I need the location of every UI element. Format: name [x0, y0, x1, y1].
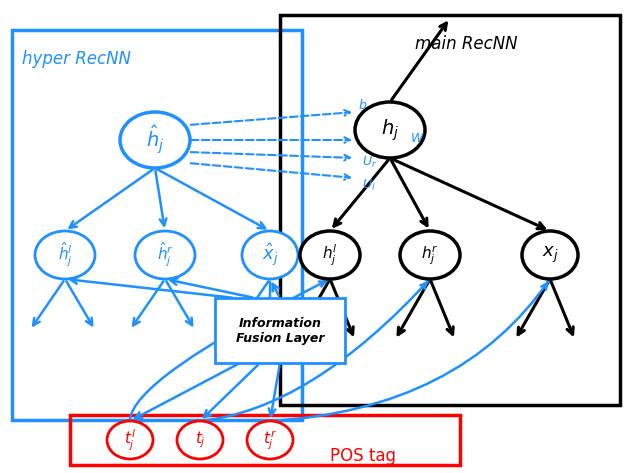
Text: $t_j$: $t_j$: [195, 429, 205, 450]
Ellipse shape: [242, 231, 298, 279]
Text: $\hat{h}_j$: $\hat{h}_j$: [146, 124, 164, 156]
Text: $\hat{h}_j^r$: $\hat{h}_j^r$: [157, 241, 173, 269]
Ellipse shape: [355, 102, 425, 158]
Bar: [280, 15, 620, 405]
Ellipse shape: [247, 421, 293, 459]
Text: $t_j^l$: $t_j^l$: [124, 428, 136, 453]
Text: $b$: $b$: [358, 98, 367, 112]
Text: $x_j$: $x_j$: [541, 245, 558, 265]
Bar: [70, 415, 460, 465]
Ellipse shape: [107, 421, 153, 459]
Text: $h_j$: $h_j$: [381, 117, 399, 143]
Text: $U_r$: $U_r$: [362, 155, 377, 169]
Ellipse shape: [522, 231, 578, 279]
Text: hyper RecNN: hyper RecNN: [22, 50, 131, 68]
Text: main RecNN: main RecNN: [415, 35, 518, 53]
Text: $W$: $W$: [410, 131, 425, 144]
Ellipse shape: [35, 231, 95, 279]
Text: $h_j^l$: $h_j^l$: [322, 243, 338, 268]
Ellipse shape: [300, 231, 360, 279]
Ellipse shape: [177, 421, 223, 459]
Text: POS tag: POS tag: [330, 447, 396, 465]
Bar: [12, 30, 302, 420]
Bar: [215, 298, 345, 363]
Ellipse shape: [120, 112, 190, 168]
Text: $\hat{x}_j$: $\hat{x}_j$: [262, 242, 278, 269]
Text: $h_j^r$: $h_j^r$: [421, 243, 439, 267]
Ellipse shape: [135, 231, 195, 279]
Ellipse shape: [400, 231, 460, 279]
Text: Information
Fusion Layer: Information Fusion Layer: [236, 316, 324, 344]
Text: $t_j^r$: $t_j^r$: [263, 428, 277, 452]
Text: $\hat{h}_j^l$: $\hat{h}_j^l$: [58, 241, 72, 269]
Text: $U_l$: $U_l$: [362, 177, 376, 193]
